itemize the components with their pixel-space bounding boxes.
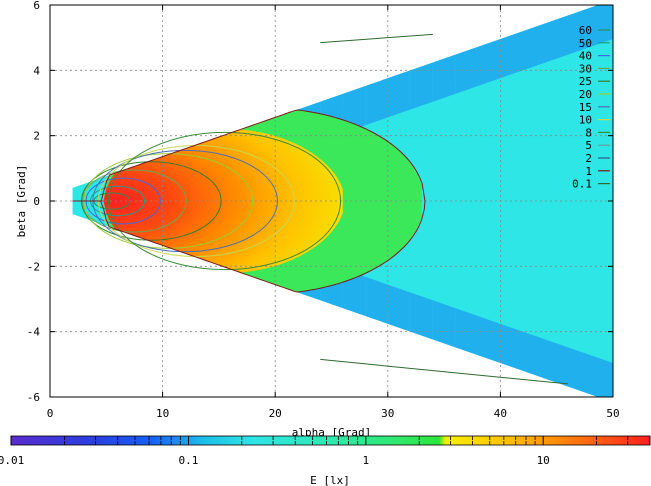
contour-1 <box>72 109 426 293</box>
colorbar-tick-label: 0.01 <box>0 454 24 467</box>
field-edge-band <box>387 70 411 118</box>
field-edge-band <box>455 308 501 364</box>
field-edge-band <box>432 54 456 102</box>
legend-entry-label: 5 <box>585 139 592 152</box>
field-edge-band <box>410 292 433 340</box>
field-edge-band <box>545 5 613 63</box>
y-tick-label: 6 <box>33 0 40 12</box>
colorbar-tick-label: 0.1 <box>178 454 198 467</box>
field-edge-band <box>545 339 613 397</box>
grid-lines <box>50 5 613 397</box>
legend-entry-label: 8 <box>585 126 592 139</box>
field-edge-band <box>455 38 501 94</box>
y-tick-label: -2 <box>27 260 40 273</box>
field-edge-band <box>500 323 546 379</box>
colorbar-bar <box>10 435 651 446</box>
x-tick-label: 50 <box>606 407 619 420</box>
colorbar: 0.01 0.1 1 10 <box>0 435 651 467</box>
x-tick-label: 20 <box>269 407 282 420</box>
legend-entry-label: 60 <box>579 24 592 37</box>
y-tick-label: -6 <box>27 391 40 404</box>
field-edge-band <box>365 276 388 324</box>
legend-entry-label: 20 <box>579 88 592 101</box>
legend-entry-label: 40 <box>579 50 592 63</box>
field-edge-band <box>365 78 388 126</box>
x-tick-label: 30 <box>381 407 394 420</box>
contour-0.1 <box>320 33 433 44</box>
colorbar-label: E [lx] <box>310 474 350 486</box>
legend-entry-label: 1 <box>585 165 592 178</box>
x-tick-label: 40 <box>494 407 507 420</box>
field-high-region <box>72 129 343 273</box>
legend-entry-label: 2 <box>585 152 592 165</box>
contour-8 <box>108 131 342 271</box>
legend-entry-label: 30 <box>579 62 592 75</box>
contour-lines <box>72 33 569 385</box>
legend-entry-label: 0.1 <box>572 178 592 191</box>
x-tick-label: 10 <box>156 407 169 420</box>
legend-entry-label: 10 <box>579 114 592 127</box>
y-tick-label: 0 <box>33 195 40 208</box>
heatmap-field <box>72 5 613 397</box>
colorbar-tick-label: 10 <box>537 454 550 467</box>
contour-0.1 <box>320 358 569 385</box>
field-edge-band <box>410 62 433 110</box>
y-tick-label: 4 <box>33 64 40 77</box>
colorbar-tick-label: 1 <box>362 454 369 467</box>
field-edge-band <box>500 23 546 79</box>
legend-entry-label: 25 <box>579 75 592 88</box>
field-edge-band <box>387 284 411 332</box>
x-tick-label: 0 <box>47 407 54 420</box>
field-edge-band <box>432 300 456 348</box>
y-tick-label: 2 <box>33 130 40 143</box>
y-tick-label: -4 <box>27 326 41 339</box>
y-axis-label: beta [Grad] <box>15 165 28 238</box>
legend-entry-label: 15 <box>579 101 592 114</box>
legend-entry-label: 50 <box>579 37 592 50</box>
